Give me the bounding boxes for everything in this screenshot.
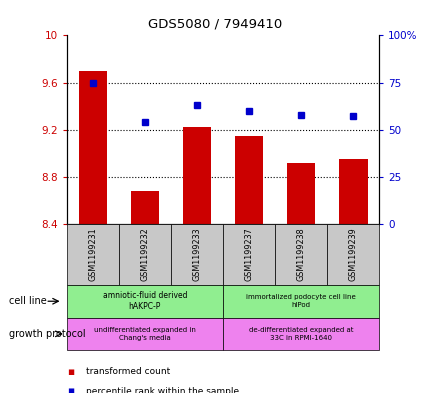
Text: ◾: ◾ [67,367,74,377]
Bar [286,163,315,224]
Text: GSM1199237: GSM1199237 [244,228,253,281]
Text: immortalized podocyte cell line
hIPod: immortalized podocyte cell line hIPod [246,294,355,308]
Text: GDS5080 / 7949410: GDS5080 / 7949410 [148,18,282,31]
Bar [182,127,211,224]
Text: cell line: cell line [9,296,46,306]
Text: growth protocol: growth protocol [9,329,85,339]
Bar [234,136,263,224]
Text: GSM1199239: GSM1199239 [348,228,357,281]
Text: GSM1199232: GSM1199232 [140,228,149,281]
Bar [78,71,107,224]
Text: amniotic-fluid derived
hAKPC-P: amniotic-fluid derived hAKPC-P [102,291,187,311]
Text: ◾: ◾ [67,386,74,393]
Text: percentile rank within the sample: percentile rank within the sample [86,387,239,393]
Text: GSM1199238: GSM1199238 [296,228,305,281]
Bar [130,191,159,224]
Text: GSM1199231: GSM1199231 [88,228,97,281]
Text: GSM1199233: GSM1199233 [192,228,201,281]
Text: transformed count: transformed count [86,367,170,376]
Bar [338,159,367,224]
Text: undifferentiated expanded in
Chang's media: undifferentiated expanded in Chang's med… [94,327,195,341]
Text: de-differentiated expanded at
33C in RPMI-1640: de-differentiated expanded at 33C in RPM… [249,327,353,341]
